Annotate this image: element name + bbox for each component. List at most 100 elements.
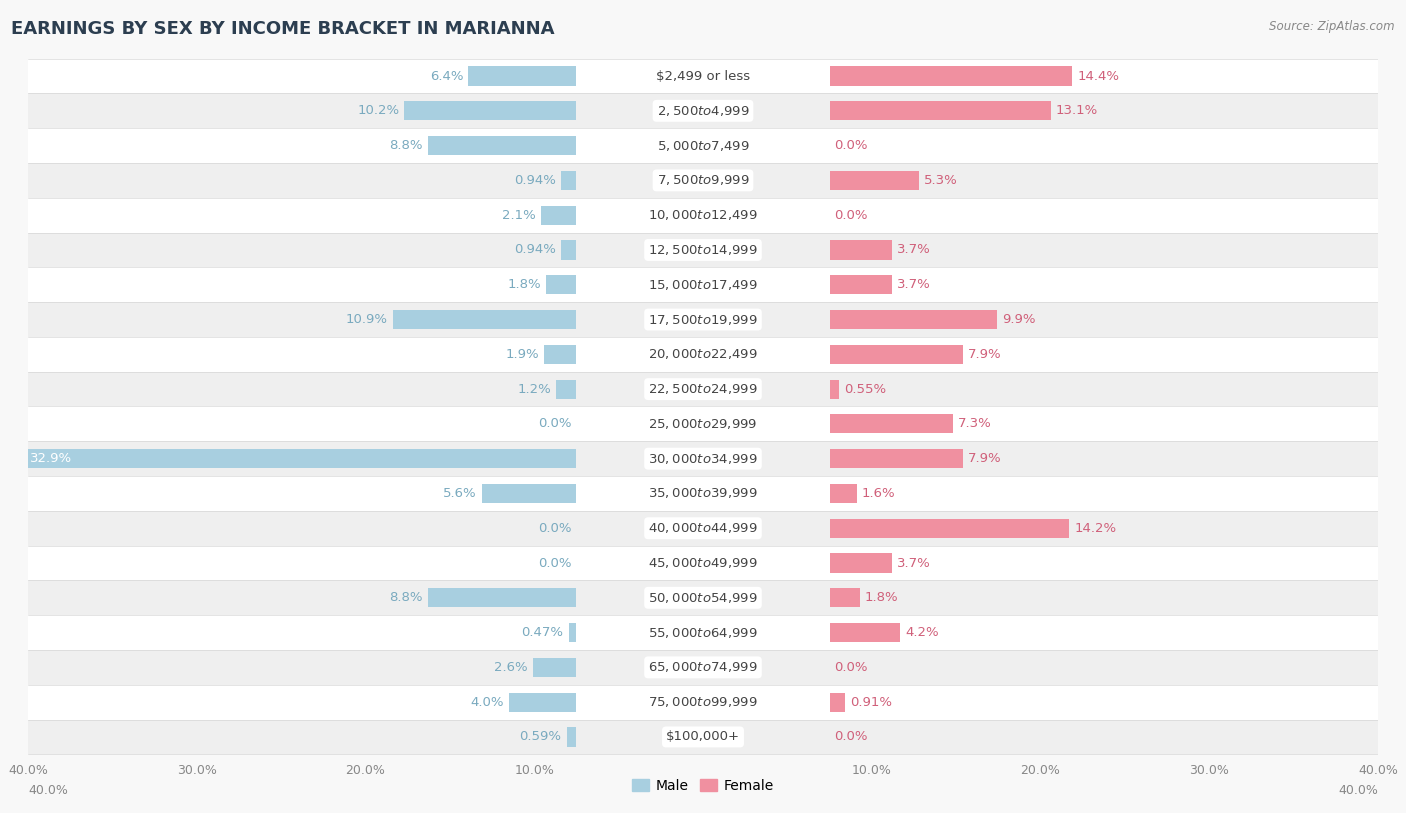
Text: 0.94%: 0.94% <box>513 174 555 187</box>
Text: $15,000 to $17,499: $15,000 to $17,499 <box>648 278 758 292</box>
Bar <box>830 693 845 711</box>
Text: 6.4%: 6.4% <box>430 70 464 83</box>
Bar <box>28 93 1378 128</box>
Text: $5,000 to $7,499: $5,000 to $7,499 <box>657 138 749 153</box>
Bar <box>28 615 1378 650</box>
Text: 5.6%: 5.6% <box>443 487 477 500</box>
Bar <box>28 163 1378 198</box>
Text: 0.94%: 0.94% <box>513 243 555 256</box>
Bar <box>28 198 1378 233</box>
Bar <box>544 345 576 364</box>
Text: EARNINGS BY SEX BY INCOME BRACKET IN MARIANNA: EARNINGS BY SEX BY INCOME BRACKET IN MAR… <box>11 20 555 38</box>
Bar <box>830 519 1069 538</box>
Text: 4.2%: 4.2% <box>905 626 939 639</box>
Bar <box>533 658 576 677</box>
Bar <box>830 171 920 190</box>
Bar <box>830 449 963 468</box>
Text: $2,500 to $4,999: $2,500 to $4,999 <box>657 104 749 118</box>
Text: $35,000 to $39,999: $35,000 to $39,999 <box>648 486 758 501</box>
Text: 0.59%: 0.59% <box>519 730 561 743</box>
Bar <box>561 171 576 190</box>
Bar <box>28 476 1378 511</box>
Text: $12,500 to $14,999: $12,500 to $14,999 <box>648 243 758 257</box>
Bar <box>830 275 891 294</box>
Text: Source: ZipAtlas.com: Source: ZipAtlas.com <box>1270 20 1395 33</box>
Text: 14.2%: 14.2% <box>1074 522 1116 535</box>
Bar <box>28 441 1378 476</box>
Bar <box>392 310 576 329</box>
Text: 3.7%: 3.7% <box>897 278 931 291</box>
Text: 0.0%: 0.0% <box>538 417 571 430</box>
Text: $7,500 to $9,999: $7,500 to $9,999 <box>657 173 749 188</box>
Bar <box>28 580 1378 615</box>
Text: 7.3%: 7.3% <box>957 417 991 430</box>
Bar <box>28 685 1378 720</box>
Bar <box>28 337 1378 372</box>
Text: 4.0%: 4.0% <box>471 696 503 709</box>
Text: $75,000 to $99,999: $75,000 to $99,999 <box>648 695 758 709</box>
Text: 0.0%: 0.0% <box>538 557 571 570</box>
Bar <box>28 650 1378 685</box>
Text: 40.0%: 40.0% <box>1339 784 1378 797</box>
Bar <box>28 406 1378 441</box>
Bar <box>830 484 856 503</box>
Bar <box>482 484 576 503</box>
Text: 3.7%: 3.7% <box>897 243 931 256</box>
Text: 0.0%: 0.0% <box>835 209 868 222</box>
Bar <box>28 372 1378 406</box>
Text: 0.0%: 0.0% <box>835 730 868 743</box>
Text: 7.9%: 7.9% <box>967 452 1001 465</box>
Text: 40.0%: 40.0% <box>28 784 67 797</box>
Bar <box>468 67 576 85</box>
Text: 0.0%: 0.0% <box>538 522 571 535</box>
Text: 9.9%: 9.9% <box>1001 313 1035 326</box>
Bar <box>28 59 1378 93</box>
Bar <box>830 310 997 329</box>
Text: 10.9%: 10.9% <box>346 313 388 326</box>
Bar <box>830 102 1050 120</box>
Bar <box>28 302 1378 337</box>
Text: $17,500 to $19,999: $17,500 to $19,999 <box>648 312 758 327</box>
Bar <box>28 128 1378 163</box>
Text: $55,000 to $64,999: $55,000 to $64,999 <box>648 625 758 640</box>
Bar <box>830 241 891 259</box>
Text: $2,499 or less: $2,499 or less <box>657 70 749 83</box>
Text: 1.2%: 1.2% <box>517 383 551 396</box>
Text: 0.47%: 0.47% <box>522 626 564 639</box>
Bar <box>567 728 576 746</box>
Text: 1.8%: 1.8% <box>865 591 898 604</box>
Text: $40,000 to $44,999: $40,000 to $44,999 <box>648 521 758 535</box>
Bar <box>509 693 576 711</box>
Text: 0.0%: 0.0% <box>835 139 868 152</box>
Text: $65,000 to $74,999: $65,000 to $74,999 <box>648 660 758 675</box>
Bar <box>568 623 576 642</box>
Bar <box>28 267 1378 302</box>
Bar <box>561 241 576 259</box>
Bar <box>546 275 576 294</box>
Text: 1.8%: 1.8% <box>508 278 541 291</box>
Bar <box>427 136 576 155</box>
Text: 0.55%: 0.55% <box>844 383 886 396</box>
Text: $22,500 to $24,999: $22,500 to $24,999 <box>648 382 758 396</box>
Legend: Male, Female: Male, Female <box>627 773 779 798</box>
Bar <box>28 546 1378 580</box>
Text: 1.9%: 1.9% <box>506 348 540 361</box>
Bar <box>21 449 576 468</box>
Bar <box>830 415 953 433</box>
Text: $30,000 to $34,999: $30,000 to $34,999 <box>648 452 758 466</box>
Bar <box>28 720 1378 754</box>
Text: 2.6%: 2.6% <box>494 661 527 674</box>
Text: 0.0%: 0.0% <box>835 661 868 674</box>
Text: 0.91%: 0.91% <box>851 696 891 709</box>
Text: 10.2%: 10.2% <box>357 104 399 117</box>
Text: 32.9%: 32.9% <box>30 452 72 465</box>
Text: 3.7%: 3.7% <box>897 557 931 570</box>
Text: 1.6%: 1.6% <box>862 487 896 500</box>
Bar <box>830 589 860 607</box>
Text: $100,000+: $100,000+ <box>666 730 740 743</box>
Bar <box>541 206 576 224</box>
Bar <box>557 380 576 398</box>
Text: 7.9%: 7.9% <box>967 348 1001 361</box>
Bar <box>28 233 1378 267</box>
Text: $20,000 to $22,499: $20,000 to $22,499 <box>648 347 758 361</box>
